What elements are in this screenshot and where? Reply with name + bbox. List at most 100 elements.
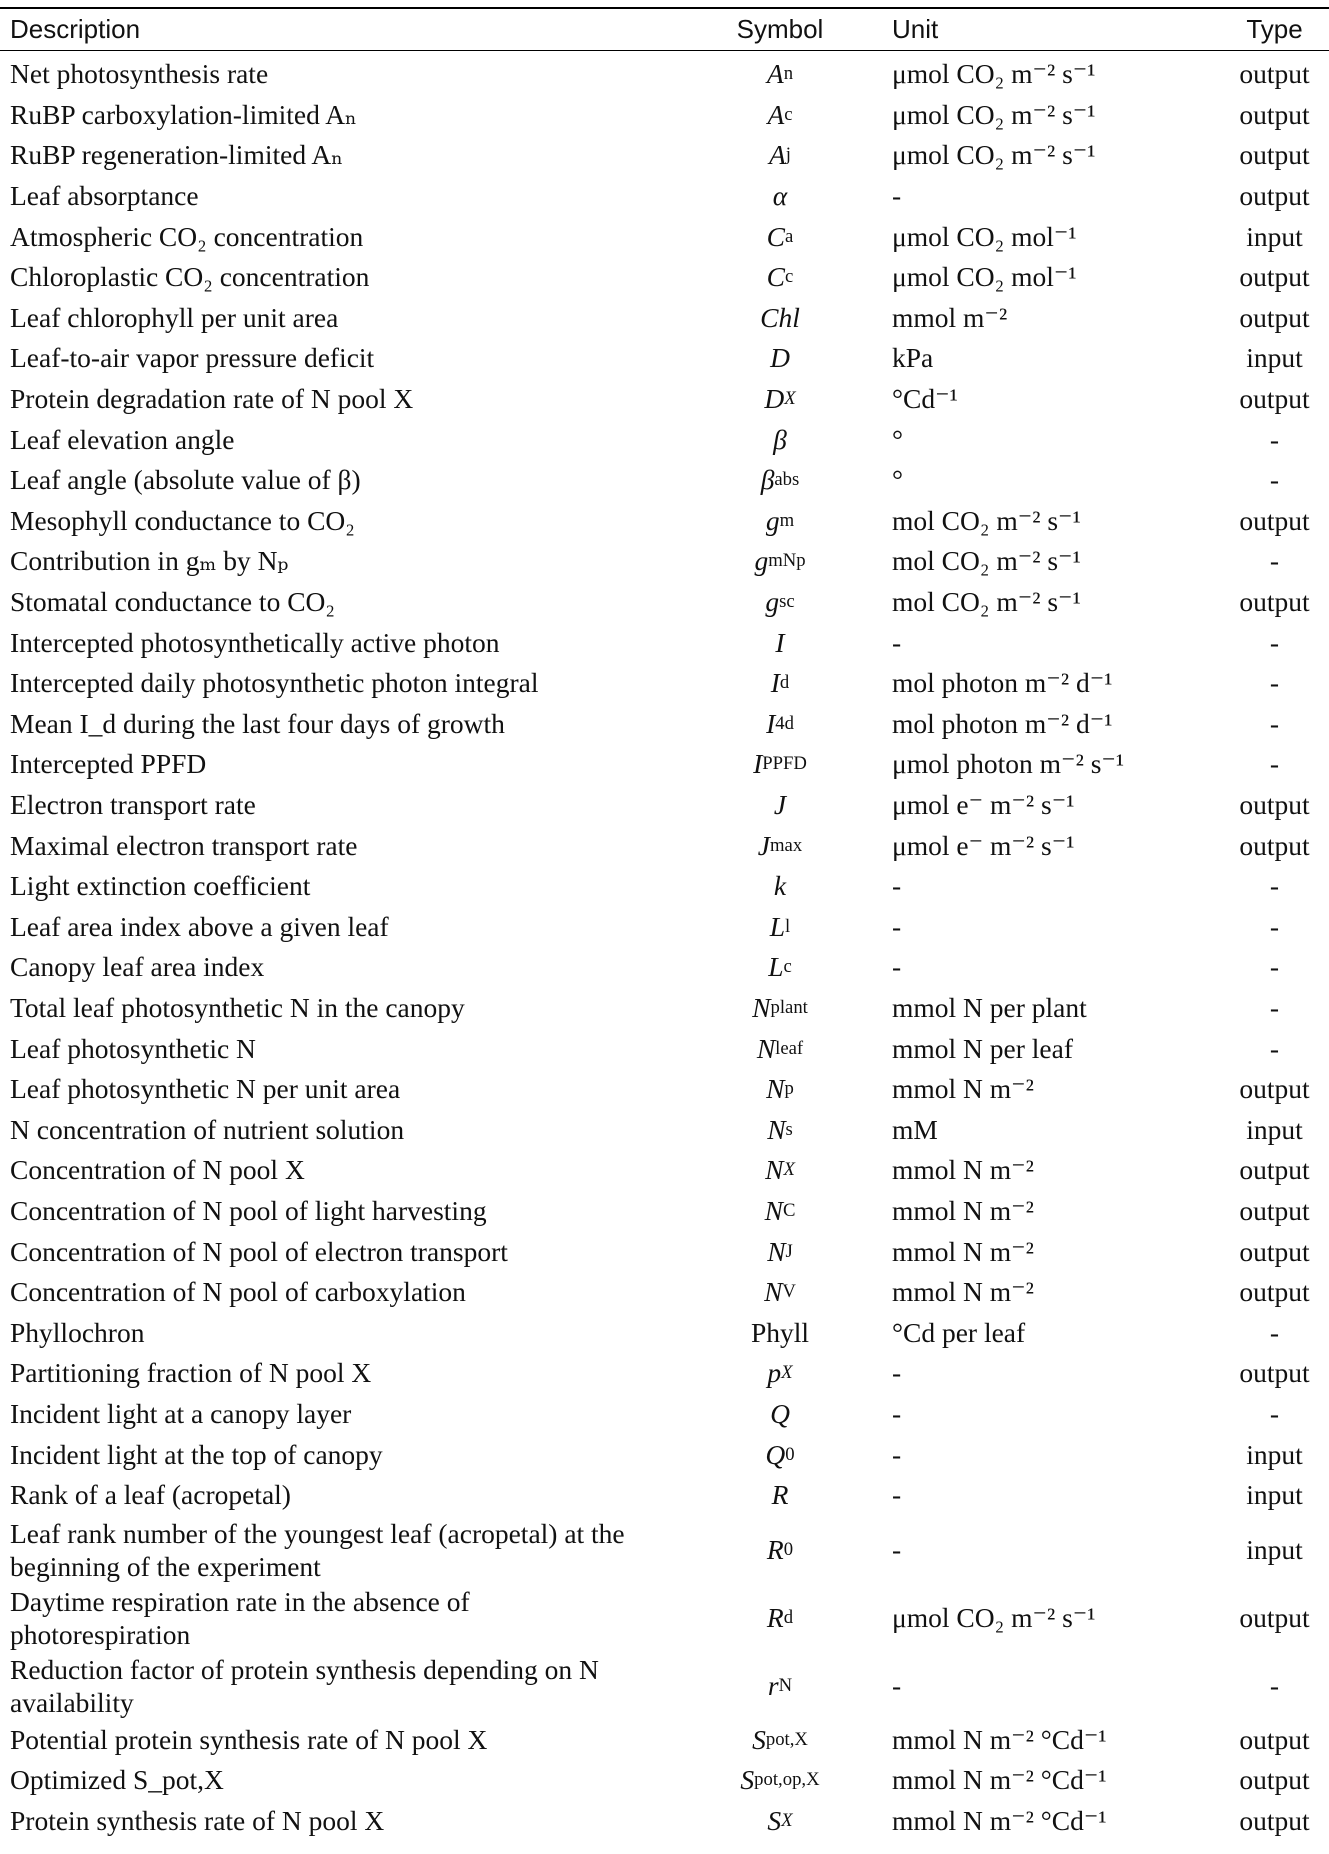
row-type: - xyxy=(1269,992,1280,1024)
row-type: output xyxy=(1239,58,1310,90)
row-type: output xyxy=(1239,261,1310,293)
row-description: RuBP regeneration-limited Aₙ xyxy=(10,139,344,171)
row-type: output xyxy=(1239,1276,1310,1308)
symbol-main: S xyxy=(767,1805,782,1837)
row-description: Intercepted PPFD xyxy=(10,748,207,780)
row-symbol: J xyxy=(700,785,860,826)
row-description: Contribution in gₘ by Nₚ xyxy=(10,545,289,577)
symbol-main: Phyll xyxy=(750,1316,810,1348)
row-unit: - xyxy=(892,1669,902,1701)
row-description: Net photosynthesis rate xyxy=(10,58,269,90)
row-type: output xyxy=(1239,586,1310,618)
row-unit: °Cd⁻¹ xyxy=(892,383,958,415)
row-description: Atmospheric CO₂ concentration xyxy=(10,220,364,252)
symbol-main: N xyxy=(766,1073,785,1105)
row-type: - xyxy=(1269,707,1280,739)
symbol-main: p xyxy=(767,1357,782,1389)
row-unit: mmol N m⁻² xyxy=(892,1195,1034,1227)
row-unit: μmol CO₂ m⁻² s⁻¹ xyxy=(892,139,1096,171)
table-row: Concentration of N pool of carboxylation… xyxy=(0,1272,1329,1313)
row-type: output xyxy=(1239,504,1310,536)
row-description: Total leaf photosynthetic N in the canop… xyxy=(10,992,465,1024)
row-symbol: k xyxy=(700,866,860,907)
row-unit: μmol e⁻ m⁻² s⁻¹ xyxy=(892,789,1075,821)
row-unit: mol photon m⁻² d⁻¹ xyxy=(892,667,1113,699)
row-description: Maximal electron transport rate xyxy=(10,829,358,861)
table-row: Leaf angle (absolute value of β) β abs ° - xyxy=(0,460,1329,501)
table-row: Stomatal conductance to CO₂ g sc mol CO₂ m⁻… xyxy=(0,582,1329,623)
row-type: input xyxy=(1246,342,1303,374)
table-row: Partitioning fraction of N pool X p X - outp… xyxy=(0,1353,1329,1394)
table-row: Intercepted photosynthetically active ph… xyxy=(0,622,1329,663)
row-unit: mmol N m⁻² °Cd⁻¹ xyxy=(892,1805,1107,1837)
symbol-main: A xyxy=(768,139,786,171)
row-unit: - xyxy=(892,1533,902,1565)
row-type: input xyxy=(1246,1533,1303,1565)
symbol-main: Chl xyxy=(760,301,800,333)
row-type: output xyxy=(1239,829,1310,861)
row-description: Protein degradation rate of N pool X xyxy=(10,383,414,415)
row-unit: μmol CO₂ m⁻² s⁻¹ xyxy=(892,1601,1096,1633)
symbol-main: J xyxy=(757,829,771,861)
row-description: Leaf angle (absolute value of β) xyxy=(10,464,361,496)
table-row: Reduction factor of protein synthesis de… xyxy=(0,1652,1329,1720)
row-type: output xyxy=(1239,383,1310,415)
header-symbol: Symbol xyxy=(736,14,824,44)
symbol-main: N xyxy=(764,1195,783,1227)
row-description: Mean I_d during the last four days of gr… xyxy=(10,707,505,739)
row-description: RuBP carboxylation-limited Aₙ xyxy=(10,98,357,130)
row-unit: μmol CO₂ mol⁻¹ xyxy=(892,220,1077,252)
row-type: output xyxy=(1239,1764,1310,1796)
row-type: - xyxy=(1269,748,1280,780)
row-description: Potential protein synthesis rate of N po… xyxy=(10,1723,488,1755)
row-symbol: R xyxy=(700,1475,860,1516)
table-row: Leaf rank number of the youngest leaf (a… xyxy=(0,1516,1329,1584)
symbol-main: R xyxy=(771,1479,789,1511)
row-type: - xyxy=(1269,951,1280,983)
symbol-main: A xyxy=(766,58,784,90)
row-type: - xyxy=(1269,1398,1280,1430)
row-unit: μmol CO₂ mol⁻¹ xyxy=(892,261,1077,293)
table-row: Leaf absorptance α - output xyxy=(0,176,1329,217)
symbol-main: J xyxy=(773,789,787,821)
row-type: - xyxy=(1269,910,1280,942)
row-description: Leaf rank number of the youngest leaf (a… xyxy=(10,1517,625,1582)
symbol-main: I xyxy=(753,748,763,780)
row-unit: mol CO₂ m⁻² s⁻¹ xyxy=(892,545,1081,577)
table-header-rule xyxy=(0,50,1329,51)
table-row: Total leaf photosynthetic N in the canop… xyxy=(0,988,1329,1029)
row-unit: - xyxy=(892,1479,902,1511)
row-unit: - xyxy=(892,951,902,983)
table-row: Protein degradation rate of N pool X D X °C… xyxy=(0,379,1329,420)
table-row: Protein synthesis rate of N pool X S X mmol… xyxy=(0,1801,1329,1842)
row-symbol: g mNp xyxy=(754,545,806,577)
row-type: - xyxy=(1269,545,1280,577)
row-type: input xyxy=(1246,220,1303,252)
symbol-main: Q xyxy=(765,1438,786,1470)
row-description: Leaf chlorophyll per unit area xyxy=(10,301,339,333)
row-type: output xyxy=(1239,1601,1310,1633)
row-description: Phyllochron xyxy=(10,1316,145,1348)
row-description: Concentration of N pool of carboxylation xyxy=(10,1276,466,1308)
row-description: Protein synthesis rate of N pool X xyxy=(10,1805,385,1837)
